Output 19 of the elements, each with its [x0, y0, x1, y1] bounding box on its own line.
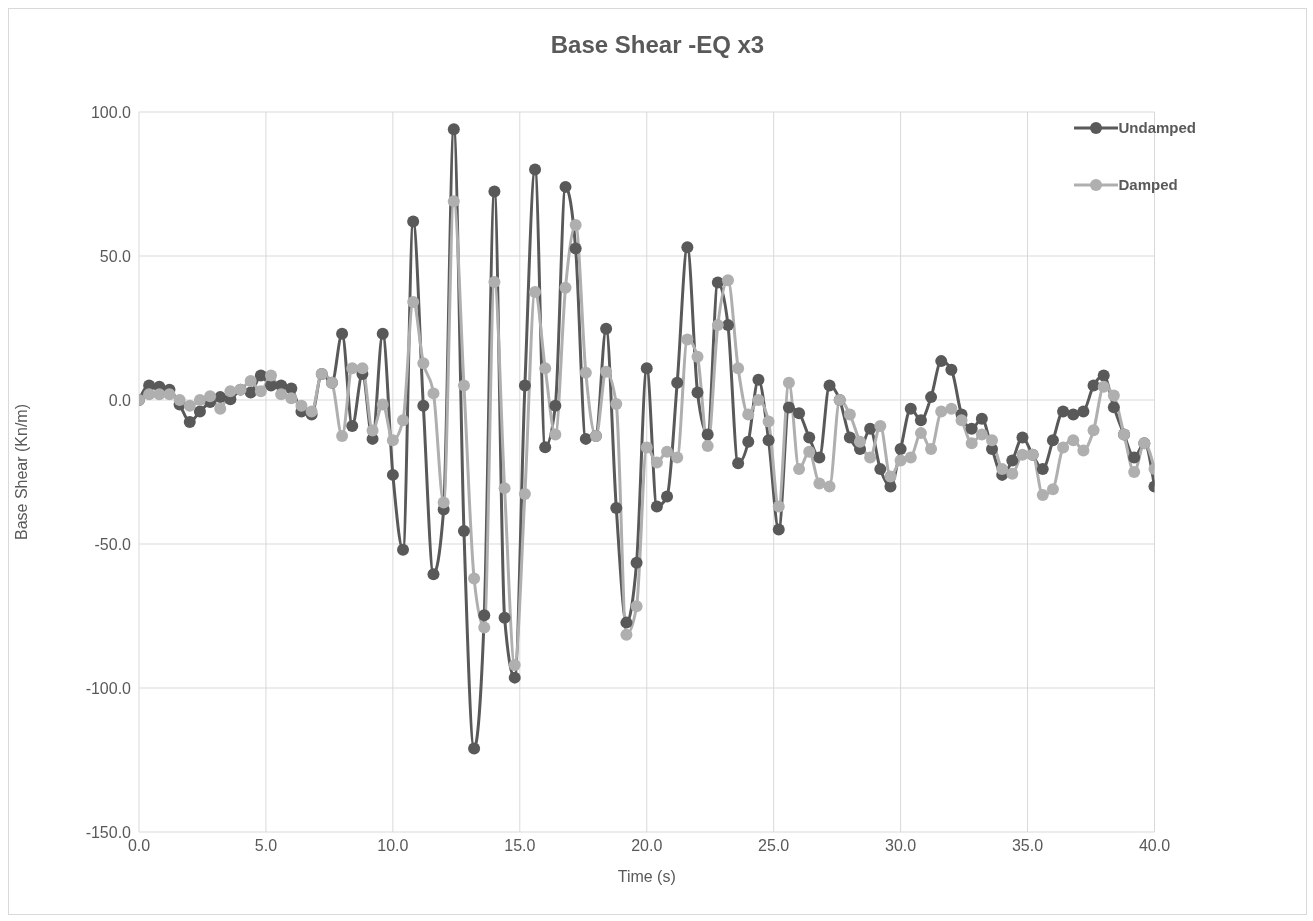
legend-label: Damped [1118, 176, 1178, 193]
y-tick-label: 50.0 [99, 247, 132, 265]
x-tick-label: 15.0 [504, 837, 536, 855]
x-axis-title: Time (s) [617, 868, 676, 885]
y-tick-label: -100.0 [85, 679, 132, 697]
x-tick-label: 0.0 [127, 837, 151, 855]
x-tick-label: 20.0 [631, 837, 663, 855]
x-tick-label: 30.0 [885, 837, 917, 855]
chart-title: Base Shear -EQ x3 [549, 31, 766, 59]
x-tick-label: 35.0 [1011, 837, 1044, 855]
y-tick-label: 100.0 [90, 103, 132, 121]
x-tick-label: 25.0 [758, 837, 790, 855]
legend-label: Undamped [1118, 119, 1196, 136]
x-tick-label: 10.0 [377, 837, 409, 855]
y-tick-label: 0.0 [108, 391, 132, 409]
x-tick-label: 5.0 [254, 837, 278, 855]
x-tick-label: 40.0 [1138, 837, 1171, 855]
y-tick-label: -50.0 [94, 535, 132, 553]
y-axis-title: Base Shear (Kn/m) [12, 403, 30, 541]
